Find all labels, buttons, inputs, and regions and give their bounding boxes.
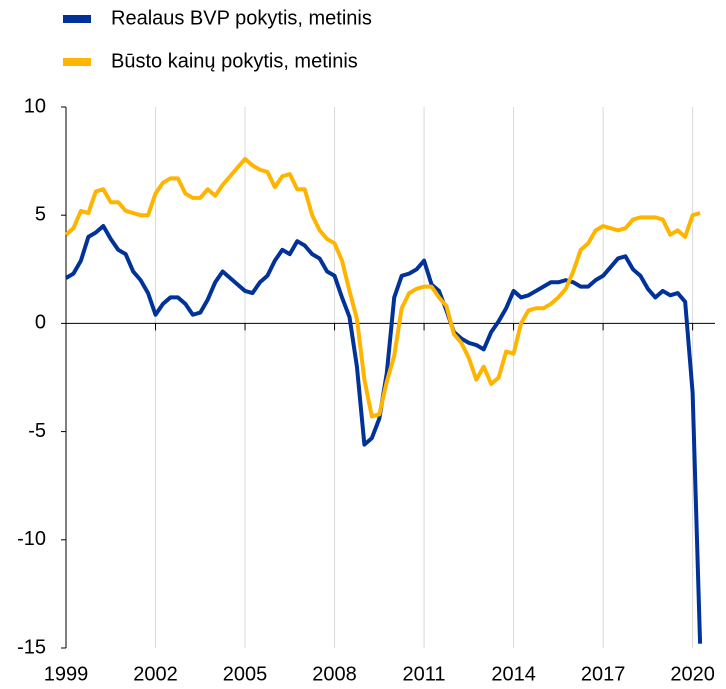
legend-label: Realaus BVP pokytis, metinis bbox=[111, 7, 372, 29]
x-tick-label: 2005 bbox=[223, 663, 268, 685]
series-line bbox=[64, 156, 701, 419]
y-tick-label: -5 bbox=[28, 420, 46, 442]
x-tick-label: 2011 bbox=[403, 663, 446, 685]
y-tick-label: -15 bbox=[17, 636, 46, 658]
legend-swatch bbox=[63, 58, 91, 66]
y-tick-label: 5 bbox=[35, 203, 46, 225]
legend-label: Būsto kainų pokytis, metinis bbox=[111, 50, 358, 72]
y-tick-label: 0 bbox=[35, 312, 46, 334]
legend-swatch bbox=[63, 15, 91, 23]
x-tick-label: 2008 bbox=[312, 663, 357, 685]
x-tick-label: 2002 bbox=[133, 663, 178, 685]
y-tick-label: 10 bbox=[24, 95, 46, 117]
y-tick-label: -10 bbox=[17, 528, 46, 550]
x-tick-label: 2017 bbox=[581, 663, 626, 685]
series-line bbox=[64, 224, 703, 644]
x-tick-label: 2020 bbox=[670, 663, 715, 685]
x-tick-label: 1999 bbox=[44, 663, 89, 685]
x-tick-label: 2014 bbox=[491, 663, 536, 685]
